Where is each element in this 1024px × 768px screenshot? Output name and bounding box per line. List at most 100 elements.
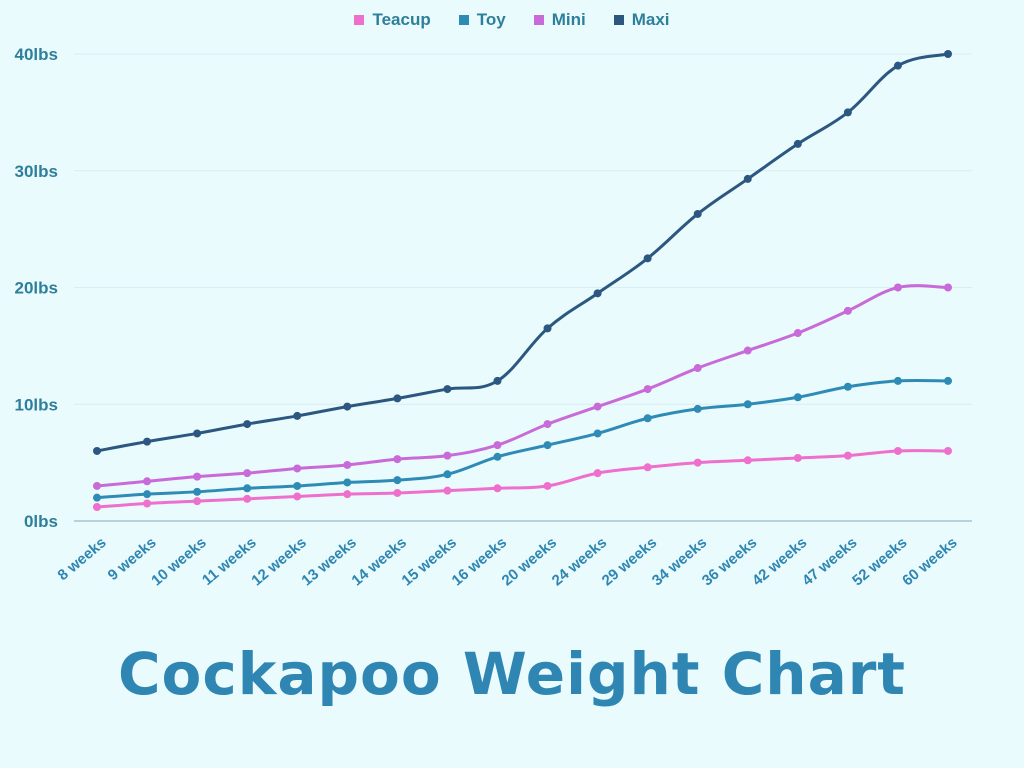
data-point-maxi [593,289,602,298]
y-tick-label: 30lbs [15,162,58,181]
y-tick-label: 0lbs [24,512,58,531]
x-tick-label: 16 weeks [449,534,510,589]
data-point-maxi [393,394,402,403]
data-point-mini [393,455,402,464]
x-tick-label: 47 weeks [799,534,860,589]
legend-item-mini: Mini [533,10,586,30]
legend-label-mini: Mini [551,10,586,29]
data-point-mini [743,346,752,355]
data-point-mini [493,441,502,450]
legend-swatch-teacup [354,15,365,25]
legend-item-maxi: Maxi [613,10,670,30]
data-point-toy [493,452,502,461]
data-point-toy [143,490,152,499]
data-point-teacup [793,453,802,462]
x-tick-label: 15 weeks [399,534,460,589]
x-tick-label: 36 weeks [699,534,760,589]
data-point-mini [243,469,252,478]
data-point-toy [893,376,902,385]
data-point-teacup [743,456,752,465]
data-point-maxi [543,324,552,333]
data-point-teacup [493,484,502,493]
y-tick-label: 10lbs [15,395,58,414]
data-point-toy [643,414,652,423]
data-point-mini [543,420,552,429]
data-point-maxi [243,420,252,429]
data-point-toy [193,487,202,496]
data-point-toy [393,476,402,485]
data-point-maxi [343,402,352,411]
data-point-maxi [493,376,502,385]
data-point-toy [93,493,101,502]
data-point-toy [343,478,352,487]
x-tick-label: 12 weeks [248,534,309,589]
x-tick-label: 24 weeks [549,534,610,589]
data-point-maxi [193,429,202,438]
data-point-teacup [243,494,252,503]
data-point-maxi [293,411,302,420]
data-point-teacup [643,463,652,472]
data-point-toy [543,441,552,450]
data-point-teacup [393,488,402,497]
data-point-maxi [843,108,852,117]
data-point-maxi [793,139,802,148]
x-tick-label: 52 weeks [849,534,910,589]
data-point-teacup [293,492,302,501]
data-point-teacup [543,481,552,490]
data-point-teacup [593,469,602,478]
data-point-maxi [443,385,452,394]
data-point-mini [893,283,902,292]
data-point-maxi [93,446,101,455]
series-line-teacup [95,449,950,509]
data-point-teacup [143,499,152,508]
data-point-maxi [743,174,752,183]
data-point-toy [793,393,802,402]
data-point-toy [944,376,952,385]
x-tick-label: 60 weeks [899,534,960,589]
x-tick-label: 8 weeks [55,534,110,584]
chart-title: Cockapoo Weight Chart [117,640,907,708]
x-tick-label: 34 weeks [649,534,710,589]
x-tick-label: 11 weeks [199,534,260,589]
legend-swatch-maxi [613,15,624,25]
data-point-teacup [843,451,852,460]
data-point-mini [343,460,352,469]
legend-label-maxi: Maxi [631,10,670,29]
data-point-mini [193,472,202,481]
data-point-mini [643,385,652,394]
data-point-teacup [443,486,452,495]
legend-label-teacup: Teacup [372,10,431,29]
x-tick-label: 42 weeks [749,534,810,589]
x-tick-label: 20 weeks [499,534,560,589]
data-point-maxi [693,209,702,218]
data-point-mini [443,451,452,460]
legend-item-toy: Toy [458,10,506,30]
data-point-toy [693,404,702,413]
data-point-mini [693,364,702,373]
data-point-maxi [944,50,952,58]
data-point-mini [793,329,802,338]
data-point-maxi [643,254,652,263]
data-point-toy [743,400,752,409]
data-point-maxi [893,61,902,70]
data-point-teacup [343,490,352,499]
data-point-mini [944,283,952,292]
series-line-toy [95,378,950,500]
data-point-mini [593,402,602,411]
y-tick-label: 40lbs [15,45,58,64]
x-tick-label: 14 weeks [349,534,410,589]
series-line-mini [95,284,950,488]
legend-label-toy: Toy [476,10,506,29]
data-point-teacup [193,497,202,506]
data-point-toy [843,382,852,391]
data-point-teacup [93,502,101,511]
y-tick-label: 20lbs [15,279,58,298]
data-point-mini [843,306,852,315]
data-point-maxi [143,437,152,446]
data-point-toy [593,429,602,438]
data-point-teacup [693,458,702,467]
data-point-toy [293,481,302,490]
data-point-mini [93,481,101,490]
